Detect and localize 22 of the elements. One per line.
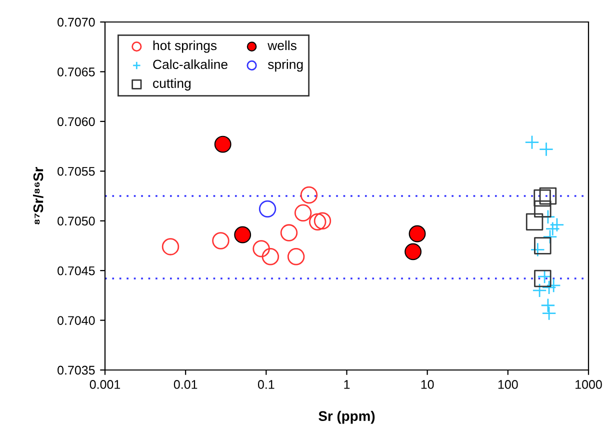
y-tick-label: 0.7060 (58, 117, 95, 126)
y-tick-label: 0.7050 (58, 216, 95, 226)
x-tick-label: 1 (344, 380, 350, 389)
x-tick-label: 0.01 (174, 380, 198, 389)
y-tick-label: 0.7035 (58, 366, 95, 375)
y-tick-label: 0.7065 (58, 68, 95, 76)
legend-label: Calc-alkaline (153, 59, 228, 70)
legend-label: hot springs (153, 40, 217, 53)
legend-label: cutting (153, 78, 191, 91)
x-tick-label: 0.001 (90, 380, 120, 389)
x-tick-label: 0.1 (258, 380, 274, 389)
y-tick-label: 0.7040 (58, 316, 95, 325)
legend-label: wells (268, 40, 296, 50)
x-axis-title: Sr (ppm) (318, 410, 375, 424)
y-axis-title: ⁸⁷Sr/⁸⁶Sr (32, 166, 44, 224)
y-tick-label: 0.7070 (58, 18, 95, 27)
x-tick-label: 100 (498, 380, 518, 389)
y-tick-label: 0.7055 (58, 166, 95, 176)
x-tick-label: 10 (421, 380, 434, 389)
y-tick-label: 0.7045 (58, 266, 95, 276)
x-tick-label: 1000 (576, 380, 602, 389)
legend-label: spring (268, 59, 303, 72)
